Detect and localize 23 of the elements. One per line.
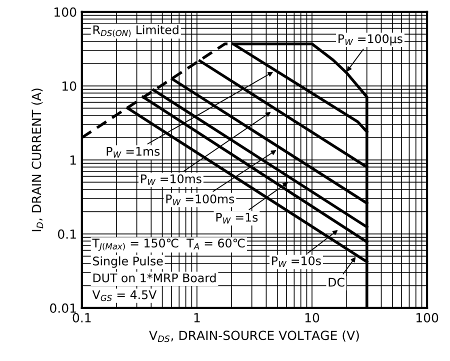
x-tick-label: 10	[305, 313, 320, 322]
annotation: R$_{DS(ON)}$ Limited	[93, 25, 178, 38]
y-tick-label: 100	[54, 7, 76, 17]
annotation: P$_{W}$ =10ms	[141, 174, 202, 186]
y-tick-label: 0.1	[58, 229, 76, 239]
y-tick-label: 1	[70, 156, 76, 165]
annotation: T$_{J(Max)}$ = 150℃ T$_{A}$ = 60℃	[92, 238, 245, 251]
y-axis-title: I$_{D}$, DRAIN CURRENT (A)	[32, 88, 44, 232]
x-tick-label: 100	[416, 313, 438, 322]
x-tick-label: 1	[194, 313, 200, 322]
annotation: P$_{W}$ =10s	[272, 256, 321, 268]
x-tick-label: 0.1	[72, 313, 91, 322]
annotation: P$_{W}$ =1s	[216, 212, 258, 224]
annotation: P$_{W}$ =100ms	[166, 194, 234, 206]
x-axis-title: V$_{DS}$, DRAIN-SOURCE VOLTAGE (V)	[149, 330, 359, 342]
annotation: DC	[328, 278, 344, 287]
annotation: V$_{GS}$ = 4.5V	[92, 290, 157, 302]
annotation: DUT on 1*MRP Board	[93, 273, 216, 282]
y-tick-label: 0.01	[50, 303, 76, 313]
annotation: Single Pulse	[93, 256, 163, 268]
y-tick-label: 10	[62, 81, 76, 91]
annotation: P$_{W}$ =100μs	[338, 34, 402, 46]
annotation: P$_{W}$ =1ms	[106, 147, 160, 158]
